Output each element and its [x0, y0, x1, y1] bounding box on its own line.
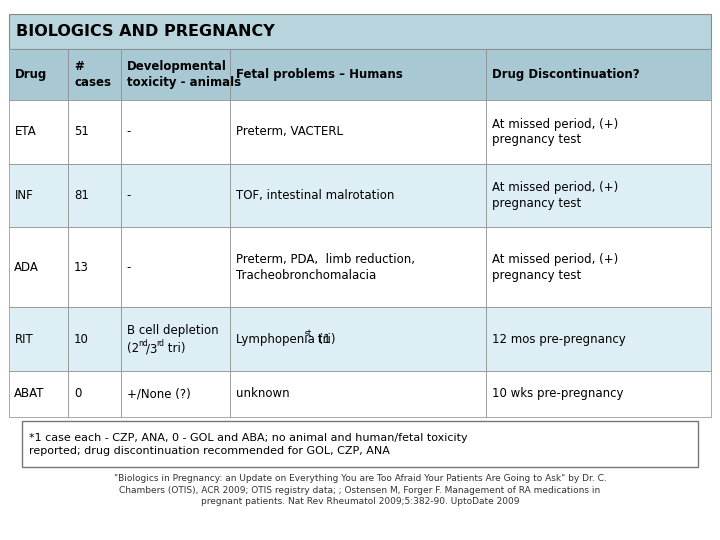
Text: At missed period, (+)
pregnancy test: At missed period, (+) pregnancy test — [492, 253, 618, 281]
Bar — [121, 100, 230, 164]
Bar — [487, 307, 711, 371]
Text: BIOLOGICS AND PREGNANCY: BIOLOGICS AND PREGNANCY — [16, 24, 274, 38]
Text: -: - — [127, 261, 131, 274]
Text: 13: 13 — [74, 261, 89, 274]
Text: At missed period, (+)
pregnancy test: At missed period, (+) pregnancy test — [492, 118, 618, 146]
Bar — [230, 49, 487, 100]
Text: 10: 10 — [74, 333, 89, 346]
Bar — [9, 49, 68, 100]
Bar — [22, 421, 698, 467]
Text: TOF, intestinal malrotation: TOF, intestinal malrotation — [235, 189, 394, 202]
Text: 51: 51 — [74, 125, 89, 138]
Text: "Biologics in Pregnancy: an Update on Everything You are Too Afraid Your Patient: "Biologics in Pregnancy: an Update on Ev… — [114, 474, 606, 507]
Text: st: st — [304, 329, 311, 338]
Text: Drug Discontinuation?: Drug Discontinuation? — [492, 68, 640, 81]
Bar — [121, 49, 230, 100]
Text: tri): tri) — [164, 342, 186, 355]
Text: 12 mos pre-pregnancy: 12 mos pre-pregnancy — [492, 333, 626, 346]
Text: Drug: Drug — [14, 68, 47, 81]
Text: tri): tri) — [313, 333, 335, 346]
Bar — [121, 371, 230, 417]
Bar — [487, 371, 711, 417]
Bar — [230, 307, 487, 371]
Text: INF: INF — [14, 189, 33, 202]
Text: -: - — [127, 189, 131, 202]
Bar — [68, 164, 121, 227]
Bar — [68, 371, 121, 417]
Bar — [9, 100, 68, 164]
Text: At missed period, (+)
pregnancy test: At missed period, (+) pregnancy test — [492, 181, 618, 210]
Bar — [230, 227, 487, 307]
Bar — [121, 227, 230, 307]
Text: 81: 81 — [74, 189, 89, 202]
Bar — [68, 307, 121, 371]
Bar — [68, 227, 121, 307]
Bar — [68, 49, 121, 100]
Text: nd: nd — [138, 339, 148, 348]
Text: *1 case each - CZP, ANA, 0 - GOL and ABA; no animal and human/fetal toxicity
rep: *1 case each - CZP, ANA, 0 - GOL and ABA… — [29, 433, 467, 456]
Bar — [9, 164, 68, 227]
Bar — [230, 100, 487, 164]
Bar — [9, 371, 68, 417]
Text: Developmental
toxicity - animals: Developmental toxicity - animals — [127, 60, 241, 89]
Bar — [121, 164, 230, 227]
Text: (2: (2 — [127, 342, 139, 355]
Bar — [68, 100, 121, 164]
Text: 0: 0 — [74, 387, 81, 401]
Text: ADA: ADA — [14, 261, 40, 274]
Bar — [230, 371, 487, 417]
Bar — [487, 164, 711, 227]
Bar — [9, 307, 68, 371]
Bar — [121, 307, 230, 371]
Bar — [487, 227, 711, 307]
Text: /3: /3 — [146, 342, 157, 355]
Text: Preterm, VACTERL: Preterm, VACTERL — [235, 125, 343, 138]
Text: ETA: ETA — [14, 125, 36, 138]
Text: +/None (?): +/None (?) — [127, 387, 191, 401]
Bar — [9, 14, 711, 49]
Text: B cell depletion: B cell depletion — [127, 325, 218, 338]
Text: ABAT: ABAT — [14, 387, 45, 401]
Text: rd: rd — [157, 339, 165, 348]
Text: 10 wks pre-pregnancy: 10 wks pre-pregnancy — [492, 387, 624, 401]
Bar — [487, 49, 711, 100]
Text: unknown: unknown — [235, 387, 289, 401]
Text: RIT: RIT — [14, 333, 33, 346]
Text: -: - — [127, 125, 131, 138]
Bar — [487, 100, 711, 164]
Text: Preterm, PDA,  limb reduction,
Tracheobronchomalacia: Preterm, PDA, limb reduction, Tracheobro… — [235, 253, 415, 281]
Text: Fetal problems – Humans: Fetal problems – Humans — [235, 68, 402, 81]
Bar — [9, 227, 68, 307]
Text: Lymphopenia (1: Lymphopenia (1 — [235, 333, 330, 346]
Text: #
cases: # cases — [74, 60, 111, 89]
Bar — [230, 164, 487, 227]
